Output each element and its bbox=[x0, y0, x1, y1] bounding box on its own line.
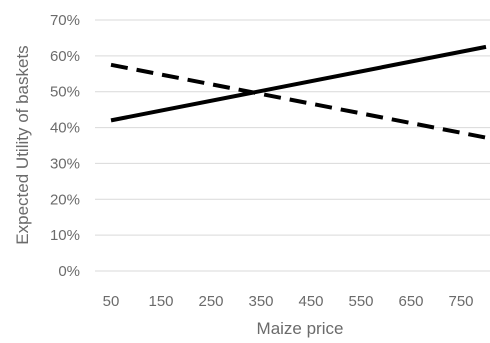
solid-series-line bbox=[110, 44, 487, 123]
series-lines bbox=[110, 44, 487, 140]
x-tick-label: 150 bbox=[148, 293, 173, 310]
x-tick-label: 450 bbox=[298, 293, 323, 310]
x-tick-label: 550 bbox=[348, 293, 373, 310]
y-axis-ticks: 0% 10% 20% 30% 40% 50% 60% 70% bbox=[50, 12, 80, 280]
x-tick-label: 350 bbox=[248, 293, 273, 310]
x-tick-label: 750 bbox=[448, 293, 473, 310]
x-axis-title: Maize price bbox=[257, 319, 344, 338]
y-tick-label: 0% bbox=[58, 263, 80, 280]
y-tick-label: 60% bbox=[50, 48, 80, 65]
y-tick-label: 10% bbox=[50, 227, 80, 244]
dashed-series-line bbox=[110, 62, 487, 140]
x-tick-label: 50 bbox=[103, 293, 120, 310]
y-tick-label: 70% bbox=[50, 12, 80, 29]
y-tick-label: 50% bbox=[50, 84, 80, 101]
x-tick-label: 250 bbox=[198, 293, 223, 310]
x-tick-label: 650 bbox=[398, 293, 423, 310]
y-tick-label: 20% bbox=[50, 191, 80, 208]
gridlines bbox=[95, 19, 490, 272]
y-axis-title: Expected Utility of baskets bbox=[13, 45, 32, 244]
y-tick-label: 30% bbox=[50, 155, 80, 172]
x-axis-ticks: 50 150 250 350 450 550 650 750 bbox=[103, 293, 474, 310]
y-tick-label: 40% bbox=[50, 120, 80, 137]
